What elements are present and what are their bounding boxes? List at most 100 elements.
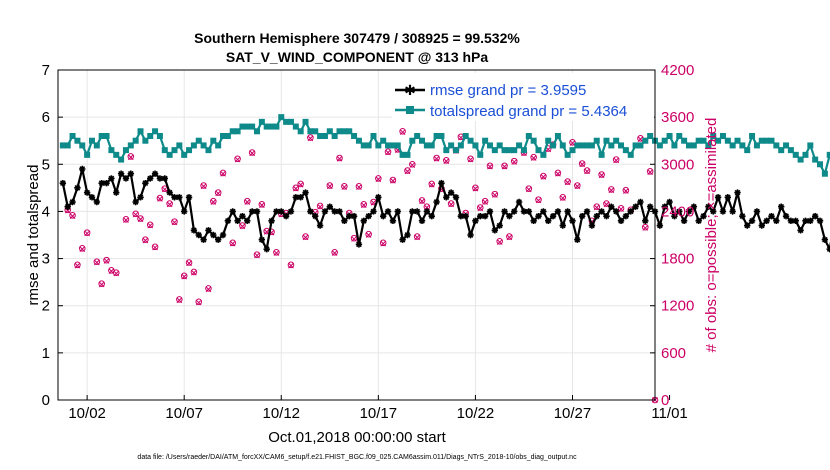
totalspread-point bbox=[312, 128, 319, 135]
rmse-point bbox=[268, 217, 275, 225]
obs-assimilated-point bbox=[419, 198, 425, 205]
obs-assimilated-point bbox=[414, 234, 421, 241]
obs-assimilated-point bbox=[574, 183, 581, 190]
rmse-point bbox=[714, 194, 722, 201]
grid bbox=[58, 70, 655, 400]
obs-possible-point bbox=[166, 200, 173, 207]
totalspread-point bbox=[569, 147, 576, 154]
rmse-point bbox=[569, 217, 576, 225]
rmse-point bbox=[734, 189, 741, 196]
obs-possible-point bbox=[593, 203, 601, 211]
obs-assimilated-point bbox=[458, 134, 464, 141]
rmse-point bbox=[117, 170, 125, 177]
obs-assimilated-point bbox=[302, 234, 309, 241]
rmse-point bbox=[59, 179, 67, 187]
rmse-point bbox=[219, 231, 227, 239]
legend-spread-label: totalspread grand pr = 5.4364 bbox=[430, 103, 627, 120]
obs-assimilated-point bbox=[176, 297, 183, 304]
totalspread-point bbox=[186, 147, 193, 154]
rmse-point bbox=[680, 217, 688, 225]
totalspread-point bbox=[632, 142, 639, 149]
obs-possible-point bbox=[234, 155, 241, 163]
rmse-point bbox=[646, 203, 654, 210]
obs-assimilated-point bbox=[584, 168, 590, 175]
rmse-point bbox=[98, 179, 105, 187]
obs-possible-point bbox=[210, 197, 217, 205]
rmse-point bbox=[535, 212, 542, 220]
obs-possible-point bbox=[384, 148, 392, 156]
totalspread-point bbox=[525, 133, 532, 139]
totalspread-point bbox=[195, 137, 202, 144]
rmse-point bbox=[210, 231, 217, 239]
obs-assimilated-point bbox=[428, 181, 435, 188]
rmse-point bbox=[297, 194, 304, 201]
obs-possible-point bbox=[442, 157, 450, 164]
rmse-point bbox=[773, 217, 780, 225]
totalspread-point bbox=[710, 133, 717, 139]
y-tick-label: 3 bbox=[42, 251, 50, 268]
rmse-point bbox=[802, 217, 809, 225]
totalspread-point bbox=[778, 147, 785, 154]
obs-assimilated-point bbox=[365, 232, 372, 238]
totalspread-point bbox=[705, 142, 712, 149]
totalspread-point bbox=[453, 147, 459, 154]
obs-assimilated-point bbox=[215, 190, 222, 197]
totalspread-point bbox=[588, 142, 595, 149]
obs-assimilated-point bbox=[103, 258, 110, 264]
rmse-point bbox=[423, 208, 431, 215]
totalspread-point bbox=[176, 142, 183, 149]
obs-possible-point bbox=[379, 239, 387, 247]
totalspread-point bbox=[661, 137, 668, 144]
totalspread-point bbox=[283, 118, 290, 125]
rmse-point bbox=[214, 236, 222, 243]
rmse-point bbox=[282, 212, 290, 220]
totalspread-point bbox=[122, 147, 129, 154]
obs-assimilated-point bbox=[147, 222, 154, 229]
totalspread-point bbox=[200, 142, 207, 149]
x-tick-label: 10/17 bbox=[360, 405, 398, 422]
obs-assimilated-point bbox=[467, 156, 474, 163]
obs-assimilated-point bbox=[191, 269, 197, 276]
x-tick-label: 11/01 bbox=[651, 405, 687, 422]
totalspread-point bbox=[749, 133, 756, 139]
obs-possible-point bbox=[78, 245, 86, 252]
obs-assimilated-point bbox=[297, 181, 304, 188]
totalspread-point bbox=[511, 147, 518, 154]
totalspread-point bbox=[559, 142, 566, 149]
x-axis-ticks: 10/02 10/07 10/12 10/17 10/22 10/27 11/01 bbox=[68, 395, 688, 422]
rmse-point bbox=[617, 217, 625, 225]
obs-assimilated-point bbox=[292, 185, 299, 192]
obs-possible-point bbox=[292, 184, 300, 192]
rmse-point bbox=[608, 203, 615, 210]
totalspread-point bbox=[351, 133, 358, 139]
obs-assimilated-point bbox=[608, 187, 615, 194]
obs-assimilated-point bbox=[84, 230, 90, 237]
rmse-point bbox=[452, 194, 460, 201]
obs-possible-point bbox=[641, 223, 649, 231]
obs-assimilated-point bbox=[564, 179, 571, 186]
rmse-point bbox=[190, 227, 198, 234]
obs-assimilated-point bbox=[166, 201, 173, 208]
obs-possible-point bbox=[608, 186, 615, 193]
obs-assimilated-point bbox=[249, 150, 255, 157]
rmse-point bbox=[486, 208, 494, 215]
obs-possible-point bbox=[598, 171, 605, 178]
obs-assimilated-point bbox=[244, 199, 251, 205]
obs-possible-point bbox=[302, 233, 309, 240]
totalspread-point bbox=[210, 137, 217, 144]
totalspread-point bbox=[161, 147, 168, 154]
rmse-point bbox=[545, 217, 552, 225]
left-axis-ticks: 0 1 2 3 4 5 6 7 bbox=[42, 62, 63, 409]
rmse-point bbox=[724, 194, 732, 201]
rmse-point bbox=[477, 212, 484, 220]
rmse-point bbox=[336, 208, 343, 215]
rmse-point bbox=[744, 222, 751, 229]
y-tick-label: 2 bbox=[42, 298, 50, 315]
totalspread-point bbox=[554, 133, 561, 139]
totalspread-point bbox=[598, 151, 605, 158]
rmse-point bbox=[472, 217, 479, 225]
obs-assimilated-point bbox=[443, 158, 450, 164]
rmse-point bbox=[661, 203, 668, 210]
y-tick-label: 5 bbox=[42, 156, 50, 173]
rmse-point bbox=[316, 222, 324, 229]
